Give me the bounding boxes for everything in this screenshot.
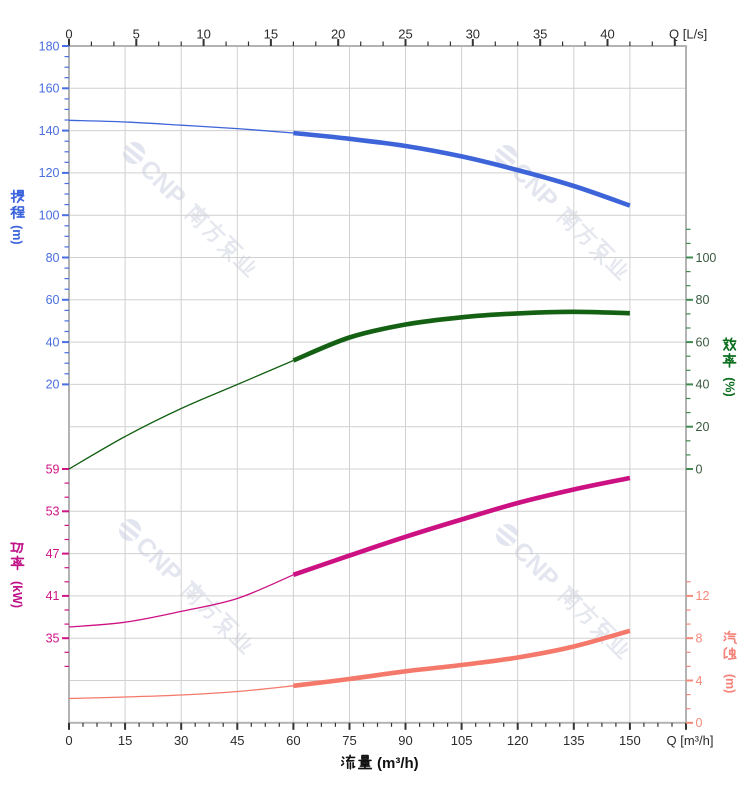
- svg-text:53: 53: [46, 505, 60, 519]
- svg-text:59: 59: [46, 462, 60, 476]
- svg-text:135: 135: [563, 733, 585, 748]
- svg-text:20: 20: [331, 27, 345, 42]
- svg-text:30: 30: [174, 733, 188, 748]
- svg-text:40: 40: [696, 378, 710, 392]
- svg-text:180: 180: [39, 39, 60, 53]
- svg-text:35: 35: [533, 27, 547, 42]
- svg-text:60: 60: [46, 293, 60, 307]
- svg-text:Q [L/s]: Q [L/s]: [669, 27, 707, 42]
- svg-text:80: 80: [46, 251, 60, 265]
- svg-text:(kW): (kW): [10, 581, 24, 608]
- svg-text:(m): (m): [723, 674, 737, 693]
- svg-text:35: 35: [46, 632, 60, 646]
- svg-text:120: 120: [507, 733, 529, 748]
- svg-text:100: 100: [39, 209, 60, 223]
- svg-text:40: 40: [46, 335, 60, 349]
- svg-text:80: 80: [696, 293, 710, 307]
- svg-text:12: 12: [696, 589, 710, 603]
- svg-text:30: 30: [466, 27, 480, 42]
- svg-text:15: 15: [264, 27, 278, 42]
- svg-text:4: 4: [696, 674, 703, 688]
- svg-text:10: 10: [196, 27, 210, 42]
- svg-text:(m³/h): (m³/h): [377, 755, 419, 772]
- svg-text:47: 47: [46, 547, 60, 561]
- svg-text:15: 15: [118, 733, 132, 748]
- svg-text:(m): (m): [10, 225, 24, 244]
- svg-text:160: 160: [39, 82, 60, 96]
- svg-text:0: 0: [696, 716, 703, 730]
- svg-text:25: 25: [398, 27, 412, 42]
- svg-text:0: 0: [65, 27, 72, 42]
- svg-text:120: 120: [39, 166, 60, 180]
- svg-text:0: 0: [696, 462, 703, 476]
- svg-text:0: 0: [65, 733, 72, 748]
- svg-text:75: 75: [342, 733, 356, 748]
- svg-text:140: 140: [39, 124, 60, 138]
- svg-text:5: 5: [133, 27, 140, 42]
- svg-text:(%): (%): [723, 377, 737, 396]
- svg-text:60: 60: [286, 733, 300, 748]
- svg-text:90: 90: [398, 733, 412, 748]
- svg-text:8: 8: [696, 632, 703, 646]
- svg-text:41: 41: [46, 589, 60, 603]
- svg-text:105: 105: [451, 733, 473, 748]
- svg-text:20: 20: [696, 420, 710, 434]
- svg-text:150: 150: [619, 733, 641, 748]
- svg-text:20: 20: [46, 378, 60, 392]
- svg-text:60: 60: [696, 335, 710, 349]
- svg-text:40: 40: [600, 27, 614, 42]
- svg-text:100: 100: [696, 251, 717, 265]
- svg-text:45: 45: [230, 733, 244, 748]
- svg-text:Q [m³/h]: Q [m³/h]: [667, 733, 714, 748]
